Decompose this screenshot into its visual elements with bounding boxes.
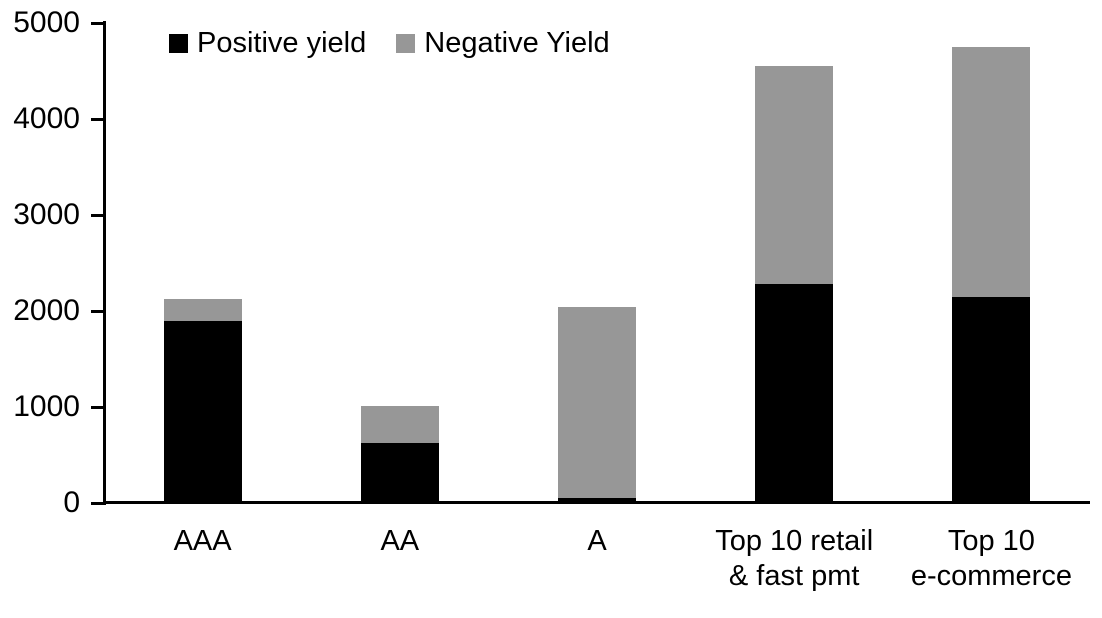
y-axis-tick: [91, 501, 105, 505]
x-axis-line: [103, 501, 1090, 504]
y-axis-tick: [91, 213, 105, 217]
bar-segment-aaa-negative-yield: [163, 299, 242, 321]
legend-label-negative-yield: Negative Yield: [424, 27, 610, 59]
bar-segment-top-10-retail-fast-pmt-positive-yield: [755, 284, 834, 503]
legend-label-positive-yield: Positive yield: [197, 27, 367, 59]
x-axis-label-aa: AA: [270, 524, 530, 559]
x-axis-label-top-10-retail-fast-pmt: Top 10 retail & fast pmt: [664, 524, 924, 594]
bar-segment-a-positive-yield: [558, 498, 636, 503]
y-axis-tick-label: 0: [63, 486, 80, 519]
x-axis-label-line: e-commerce: [910, 560, 1072, 592]
x-axis-label-aaa: AAA: [73, 524, 333, 559]
y-axis-tick-label: 5000: [13, 6, 80, 39]
x-axis-label-line: & fast pmt: [728, 560, 860, 592]
bar-segment-top-10-retail-fast-pmt-negative-yield: [755, 66, 834, 285]
x-axis-label-line: A: [587, 525, 607, 557]
bar-segment-a-negative-yield: [558, 307, 636, 499]
legend-item-positive-yield: Positive yield: [169, 29, 366, 58]
bar-segment-aa-negative-yield: [360, 406, 439, 444]
x-axis-label-line: Top 10: [947, 525, 1035, 557]
y-axis-line: [103, 21, 106, 505]
y-axis-tick-label: 4000: [13, 102, 80, 135]
chart-legend: Positive yield Negative Yield: [169, 29, 610, 58]
x-axis-label-a: A: [467, 524, 727, 559]
y-axis-tick-label: 1000: [13, 390, 80, 423]
x-axis-label-line: AA: [380, 525, 420, 557]
x-axis-label-line: Top 10 retail: [715, 525, 874, 557]
y-axis-tick-label: 3000: [13, 198, 80, 231]
bar-segment-top-10-e-commerce-positive-yield: [952, 296, 1031, 503]
x-axis-label-line: AAA: [173, 525, 232, 557]
bar-segment-top-10-e-commerce-negative-yield: [952, 47, 1031, 297]
y-axis-tick: [91, 21, 105, 25]
y-axis-tick: [91, 405, 105, 409]
bar-segment-aaa-positive-yield: [163, 320, 242, 503]
y-axis-tick-label: 2000: [13, 294, 80, 327]
x-axis-label-top-10-e-commerce: Top 10 e-commerce: [861, 524, 1102, 594]
legend-item-negative-yield: Negative Yield: [396, 27, 610, 59]
y-axis-tick: [91, 117, 105, 121]
y-axis-tick: [91, 309, 105, 313]
positive-yield-swatch-icon: [169, 34, 188, 53]
negative-yield-swatch-icon: [396, 34, 416, 53]
bar-segment-aa-positive-yield: [360, 443, 439, 503]
